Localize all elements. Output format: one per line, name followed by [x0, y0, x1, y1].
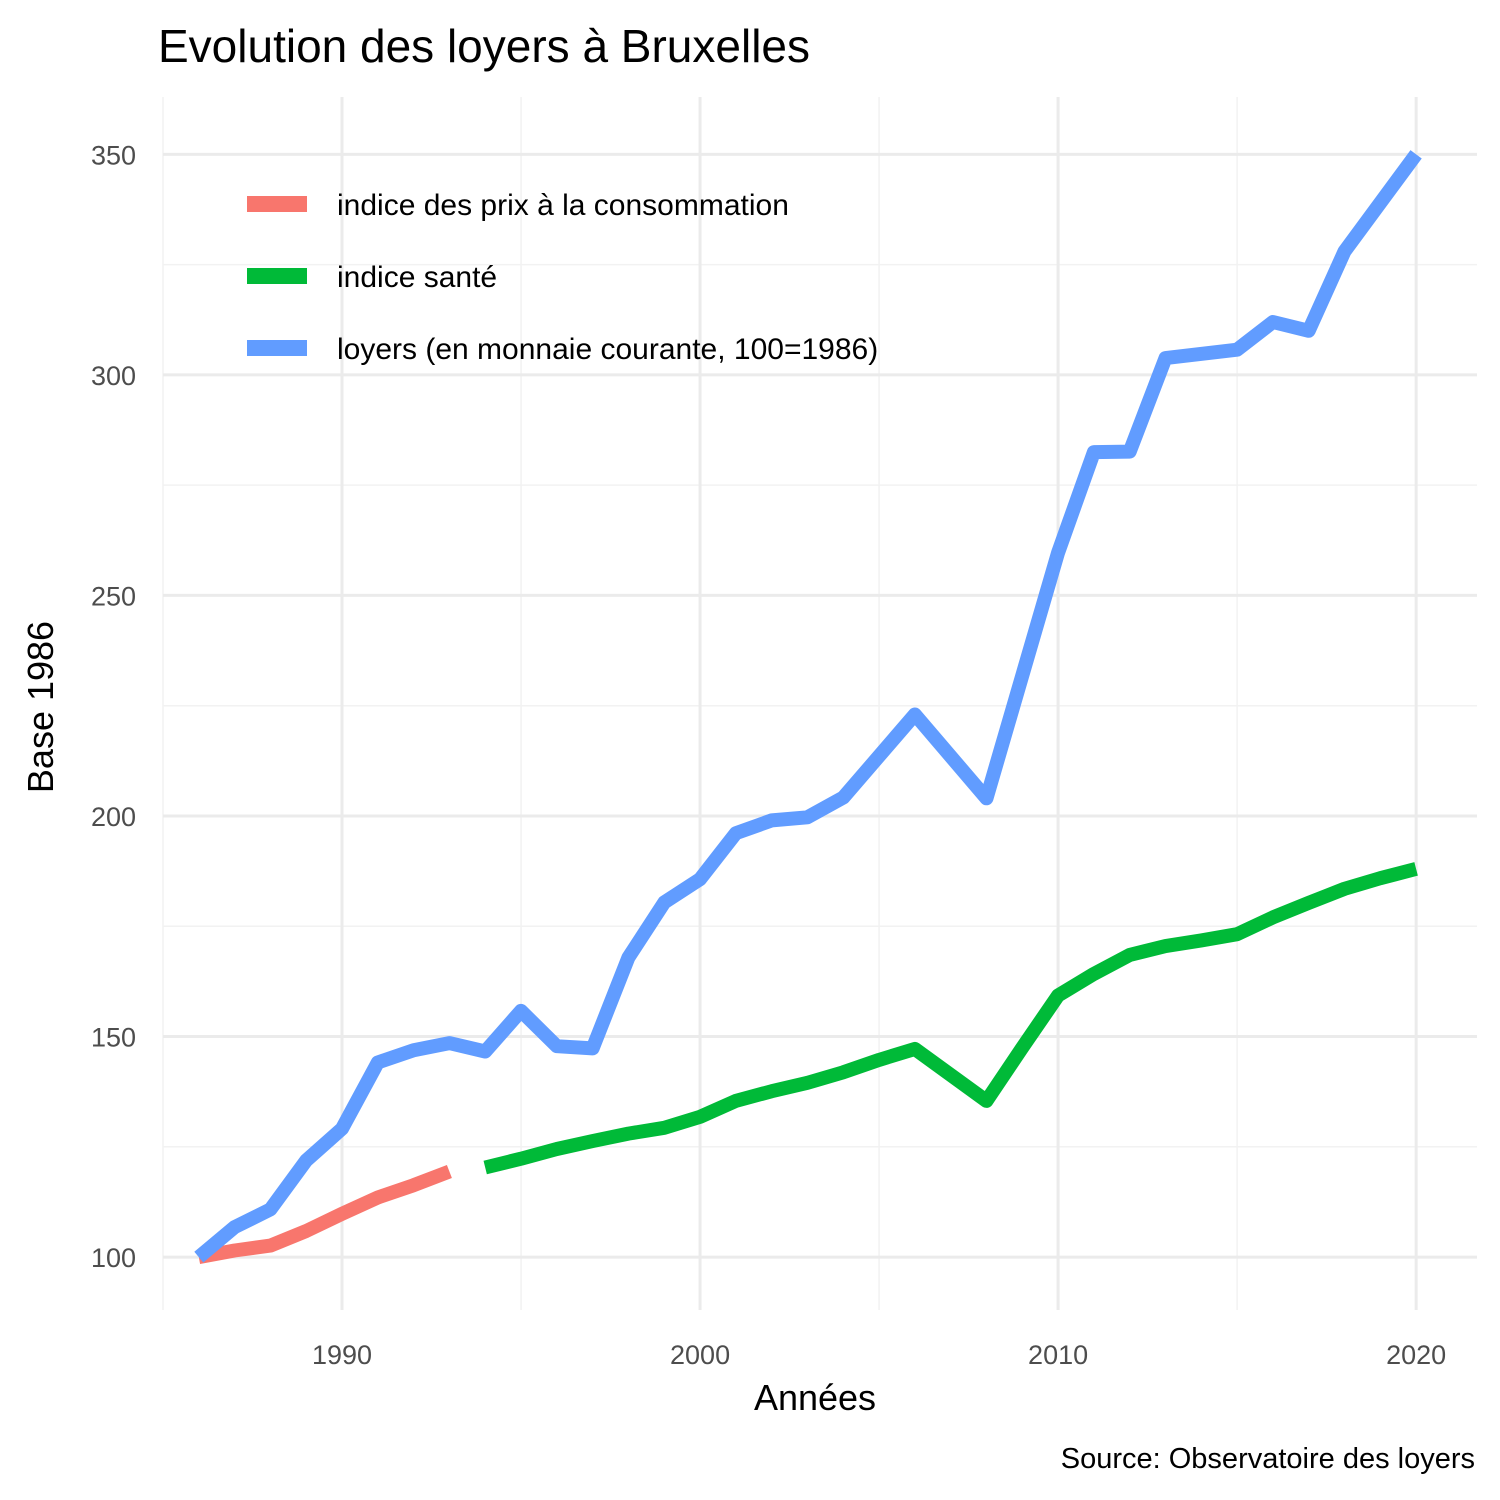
y-tick-label: 350 — [91, 140, 136, 170]
series-line-1 — [197, 1164, 452, 1264]
x-axis-title: Années — [754, 1377, 876, 1418]
x-tick-label: 1990 — [312, 1340, 372, 1370]
y-tick-labels: 100 150 200 250 300 350 — [91, 140, 136, 1273]
series-layer — [194, 150, 1422, 1264]
grid-minor — [162, 97, 1477, 1310]
x-tick-label: 2000 — [670, 1340, 730, 1370]
legend: indice des prix à la consommation indice … — [247, 189, 878, 366]
x-tick-labels: 1990 2000 2010 2020 — [312, 1340, 1446, 1370]
y-tick-label: 250 — [91, 581, 136, 611]
y-axis-title: Base 1986 — [20, 621, 61, 793]
y-tick-label: 100 — [91, 1243, 136, 1273]
y-tick-label: 300 — [91, 361, 136, 391]
grid-major — [163, 97, 1477, 1310]
chart-caption: Source: Observatoire des loyers — [1061, 1443, 1475, 1475]
series-line-2 — [483, 862, 1418, 1175]
chart-title: Evolution des loyers à Bruxelles — [158, 20, 810, 72]
series-line-3 — [194, 150, 1422, 1263]
x-tick-label: 2020 — [1386, 1340, 1446, 1370]
y-tick-label: 200 — [91, 802, 136, 832]
x-tick-label: 2010 — [1028, 1340, 1088, 1370]
legend-label-1: indice des prix à la consommation — [337, 189, 789, 222]
legend-label-3: loyers (en monnaie courante, 100=1986) — [337, 333, 878, 366]
y-tick-label: 150 — [91, 1023, 136, 1053]
legend-label-2: indice santé — [337, 261, 497, 294]
